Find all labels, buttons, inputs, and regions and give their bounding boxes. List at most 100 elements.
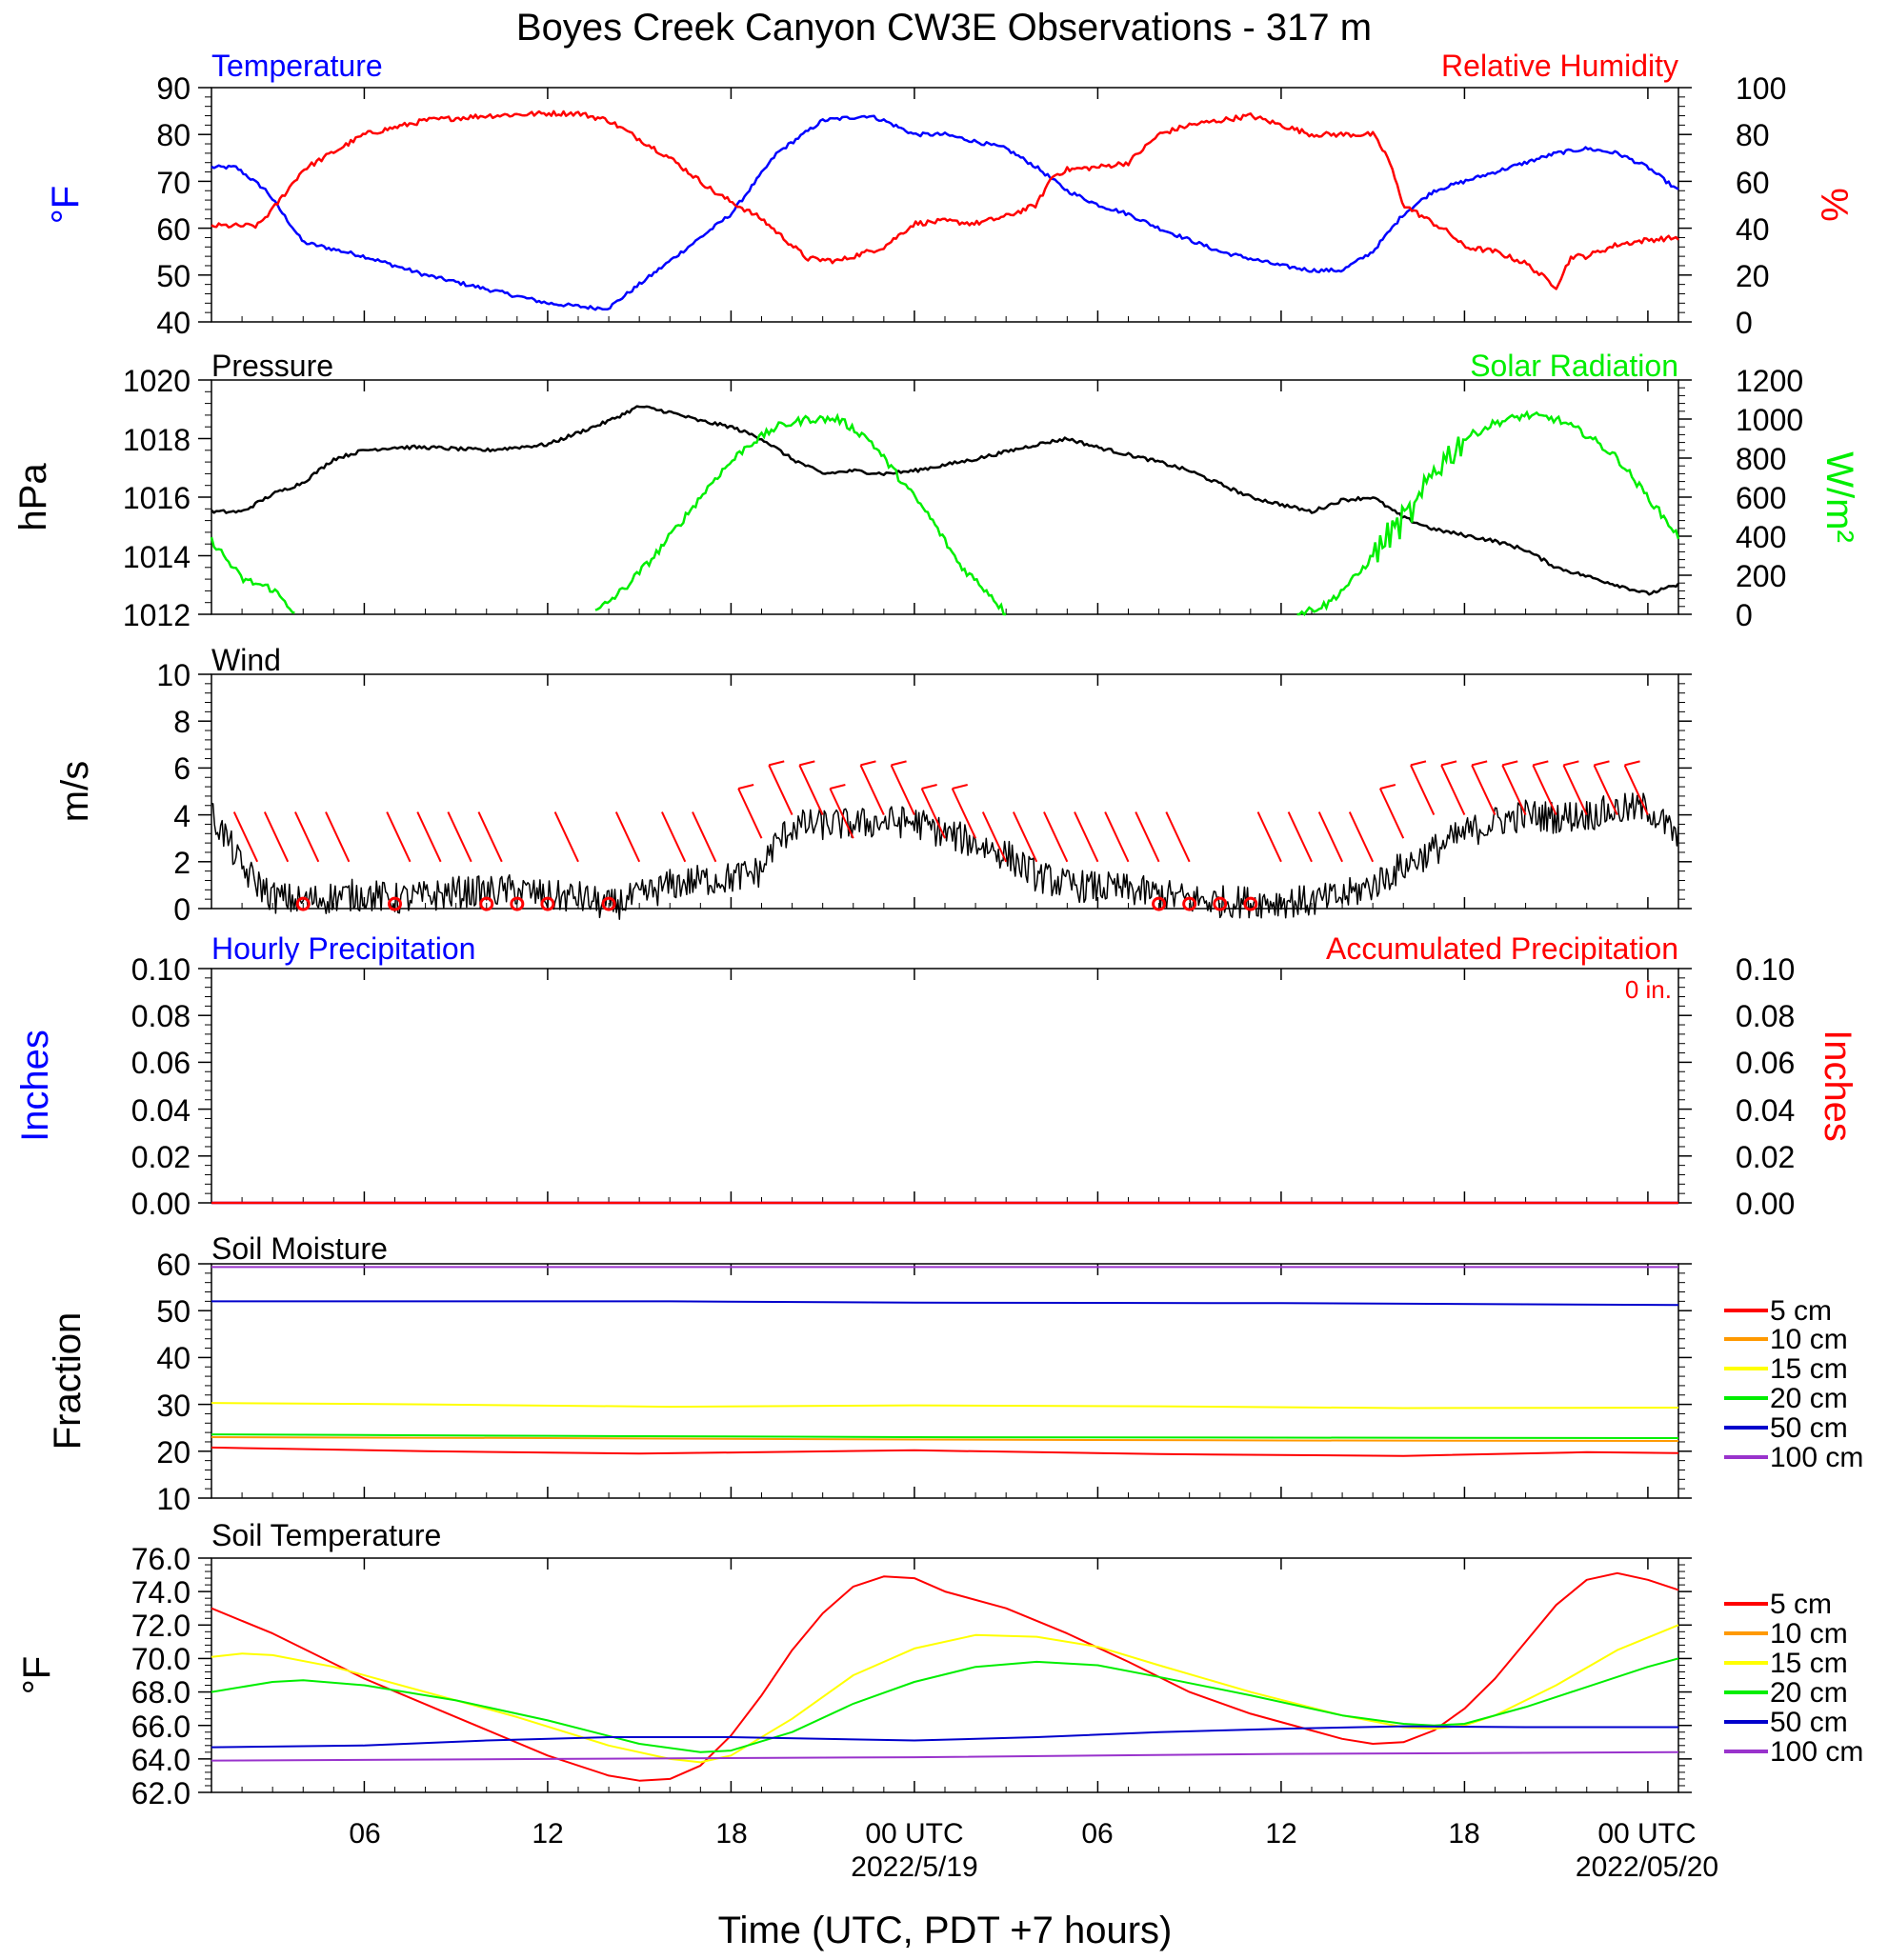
precip-plot-frame bbox=[211, 968, 1679, 1204]
soil-temp-tick-66: 66.0 bbox=[131, 1710, 191, 1744]
pressure-tick-1020: 1020 bbox=[123, 364, 191, 398]
wind-title: Wind bbox=[211, 643, 281, 677]
wind-barb bbox=[477, 811, 503, 863]
wind-barb bbox=[768, 764, 793, 816]
wind-barb bbox=[1256, 811, 1282, 863]
wind-barb bbox=[1012, 811, 1038, 863]
wind-tick-4: 4 bbox=[173, 799, 191, 833]
precip-right-tick-010: 0.10 bbox=[1736, 952, 1795, 987]
solar-tick-1200: 1200 bbox=[1736, 364, 1803, 398]
time-tick-label: 18 bbox=[715, 1818, 747, 1850]
soil-temp-tick-74: 74.0 bbox=[131, 1575, 191, 1610]
wind-barb-flag bbox=[1471, 760, 1488, 767]
temperature-tick-40: 40 bbox=[156, 306, 191, 340]
pressure-solar-marks bbox=[198, 379, 1692, 616]
wind-barb bbox=[1074, 811, 1099, 863]
soil-temp-marks bbox=[198, 1557, 1692, 1793]
wind-barb-flag bbox=[1501, 760, 1518, 767]
sm-legend-label-20cm: 20 cm bbox=[1770, 1383, 1848, 1414]
calm-marker bbox=[1243, 896, 1258, 911]
figure-title: Boyes Creek Canyon CW3E Observations - 3… bbox=[516, 7, 1372, 49]
humidity-tick-100: 100 bbox=[1736, 71, 1786, 106]
soil-moisture-plot-frame bbox=[211, 1263, 1679, 1499]
soil-temp-panel: Soil Temperature °F 76.0 74.0 72.0 70.0 … bbox=[16, 1518, 1863, 1810]
precip-left-tick-006: 0.06 bbox=[131, 1046, 191, 1080]
soil-moisture-legend: 5 cm 10 cm 15 cm 20 cm 50 cm 100 cm bbox=[1724, 1295, 1863, 1473]
time-tick-label: 06 bbox=[349, 1818, 380, 1850]
pressure-tick-1014: 1014 bbox=[123, 540, 191, 574]
pressure-solar-panel: Pressure Solar Radiation hPa W/m² 1020 1… bbox=[12, 349, 1860, 632]
calm-marker bbox=[1213, 896, 1228, 911]
wind-barb bbox=[692, 811, 717, 863]
calm-marker bbox=[295, 896, 311, 911]
time-axis-title: Time (UTC, PDT +7 hours) bbox=[718, 1910, 1173, 1951]
precip-left-tick-008: 0.08 bbox=[131, 999, 191, 1033]
temperature-tick-90: 90 bbox=[156, 71, 191, 106]
soil-temp-axis-label: °F bbox=[16, 1656, 58, 1694]
pressure-tick-1012: 1012 bbox=[123, 598, 191, 632]
humidity-y-ticks: 100 80 60 40 20 0 bbox=[1736, 71, 1786, 340]
wind-barb bbox=[1378, 788, 1405, 839]
wind-tick-2: 2 bbox=[173, 846, 191, 880]
precip-right-tick-002: 0.02 bbox=[1736, 1140, 1795, 1174]
precip-right-tick-000: 0.00 bbox=[1736, 1187, 1795, 1221]
calm-marker bbox=[510, 896, 525, 911]
wind-barb-flag bbox=[860, 760, 876, 767]
wind-panel: Wind m/s 10 8 6 4 2 0 bbox=[54, 643, 1692, 927]
wind-barb-flag bbox=[799, 760, 815, 767]
solar-tick-600: 600 bbox=[1736, 481, 1786, 515]
wind-barb bbox=[1135, 811, 1160, 863]
wind-barb bbox=[1440, 764, 1466, 816]
hourly-precip-y-ticks: 0.10 0.08 0.06 0.04 0.02 0.00 bbox=[131, 952, 191, 1221]
temperature-tick-70: 70 bbox=[156, 166, 191, 200]
sm-legend-label-5cm: 5 cm bbox=[1770, 1295, 1832, 1327]
wind-barb bbox=[1165, 811, 1191, 863]
wind-barb-flag bbox=[1594, 760, 1610, 767]
soil-temp-tick-72: 72.0 bbox=[131, 1609, 191, 1643]
precip-left-tick-004: 0.04 bbox=[131, 1093, 191, 1128]
wind-barb bbox=[1562, 764, 1588, 816]
wind-barb bbox=[737, 788, 763, 839]
calm-marker bbox=[601, 896, 616, 911]
hourly-precip-axis-label: Inches bbox=[14, 1030, 56, 1142]
time-tick-label: 00 UTC bbox=[1597, 1818, 1696, 1850]
solar-tick-0: 0 bbox=[1736, 598, 1753, 632]
precip-left-tick-010: 0.10 bbox=[131, 952, 191, 987]
wind-barb-flag bbox=[768, 760, 785, 767]
wind-barb-flag bbox=[737, 784, 754, 790]
wind-tick-0: 0 bbox=[173, 892, 191, 927]
soil-temp-tick-62: 62.0 bbox=[131, 1776, 191, 1810]
st-legend-label-15cm: 15 cm bbox=[1770, 1648, 1848, 1679]
precip-marks bbox=[198, 968, 1692, 1205]
temp-rh-plot-frame bbox=[211, 87, 1679, 323]
wind-barb bbox=[1317, 811, 1343, 863]
wind-barb-flag bbox=[830, 784, 846, 790]
wind-barb-flag bbox=[952, 784, 968, 790]
sm-legend-label-10cm: 10 cm bbox=[1770, 1324, 1848, 1355]
series-soil-temp-100-cm bbox=[211, 1750, 1679, 1762]
wind-barb-flag bbox=[1624, 760, 1640, 767]
st-legend-label-10cm: 10 cm bbox=[1770, 1618, 1848, 1650]
humidity-axis-label: % bbox=[1813, 188, 1855, 222]
wind-barb bbox=[325, 811, 351, 863]
soil-temp-tick-70: 70.0 bbox=[131, 1642, 191, 1676]
sm-legend-label-100cm: 100 cm bbox=[1770, 1442, 1863, 1473]
pressure-title: Pressure bbox=[211, 349, 333, 383]
st-legend-label-5cm: 5 cm bbox=[1770, 1589, 1832, 1620]
time-tick-date: 2022/5/19 bbox=[851, 1851, 977, 1883]
series-soil-moisture-10-cm bbox=[211, 1436, 1679, 1442]
wind-tick-6: 6 bbox=[173, 751, 191, 786]
pressure-axis-label: hPa bbox=[12, 463, 54, 531]
humidity-tick-80: 80 bbox=[1736, 118, 1770, 152]
series-soil-moisture-15-cm bbox=[211, 1402, 1679, 1410]
precip-right-tick-004: 0.04 bbox=[1736, 1093, 1795, 1128]
temperature-y-ticks: 90 80 70 60 50 40 bbox=[156, 71, 191, 340]
wind-barb bbox=[920, 788, 946, 839]
pressure-y-ticks: 1020 1018 1016 1014 1012 bbox=[123, 364, 191, 632]
soil-temp-y-ticks: 76.0 74.0 72.0 70.0 68.0 66.0 64.0 62.0 bbox=[131, 1542, 191, 1810]
solar-tick-1000: 1000 bbox=[1736, 403, 1803, 437]
time-tick-label: 18 bbox=[1448, 1818, 1479, 1850]
time-tick-label: 00 UTC bbox=[865, 1818, 963, 1850]
time-tick-label: 12 bbox=[1265, 1818, 1296, 1850]
st-legend-label-50cm: 50 cm bbox=[1770, 1707, 1848, 1738]
